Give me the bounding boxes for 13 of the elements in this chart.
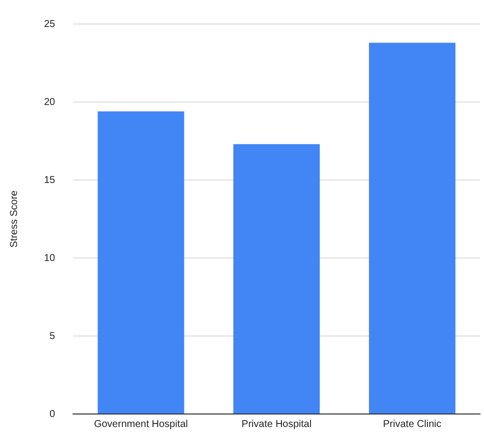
y-tick-label: 25 xyxy=(44,18,56,30)
y-tick-label: 5 xyxy=(50,330,56,342)
y-tick-label: 15 xyxy=(44,174,56,186)
bar xyxy=(98,111,184,414)
x-tick-label: Private Hospital xyxy=(242,418,312,430)
bar xyxy=(233,144,320,414)
y-tick-label: 0 xyxy=(50,408,56,420)
x-tick-label: Government Hospital xyxy=(94,418,188,430)
x-tick-label: Private Clinic xyxy=(383,418,442,430)
y-tick-label: 10 xyxy=(44,252,56,264)
y-axis-title: Stress Score xyxy=(8,190,20,248)
y-tick-label: 20 xyxy=(44,96,56,108)
bar xyxy=(368,42,456,414)
